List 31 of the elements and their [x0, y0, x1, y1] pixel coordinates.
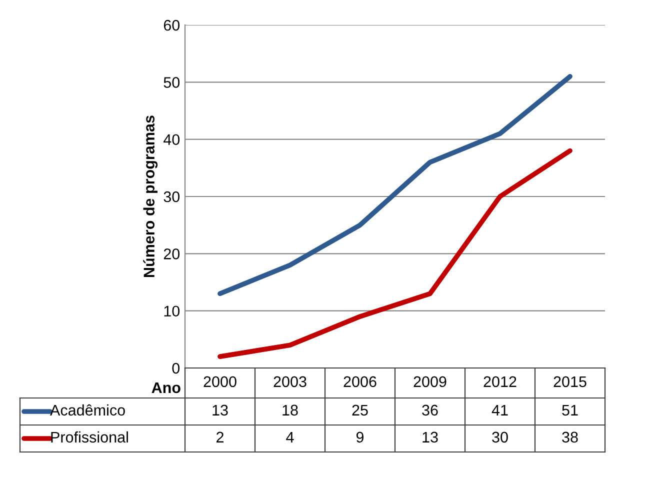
data-label: 51: [562, 404, 578, 416]
data-label: 38: [562, 432, 578, 443]
x-tick-label: 2012: [484, 376, 516, 388]
data-label: 36: [422, 404, 438, 416]
y-tick-label: 50: [164, 77, 180, 88]
y-axis-title: Número de programas: [143, 116, 158, 277]
y-tick-label: 10: [164, 306, 180, 317]
data-label: 30: [492, 432, 508, 443]
legend-label: Profissional: [51, 431, 128, 443]
y-tick-label: 40: [164, 134, 180, 146]
y-tick-label: 60: [164, 20, 180, 31]
x-tick-label: 2003: [274, 376, 306, 388]
x-tick-label: 2015: [554, 376, 586, 388]
data-label: 4: [286, 432, 294, 442]
x-tick-label: 2009: [414, 376, 446, 388]
data-label: 9: [356, 432, 364, 443]
y-tick-label: 0: [172, 362, 180, 374]
data-label: 18: [282, 404, 298, 416]
line-series: [218, 74, 572, 296]
data-label: 41: [492, 404, 508, 416]
x-tick-label: 2000: [204, 376, 236, 388]
legend-label: Acadêmico: [50, 404, 125, 416]
x-tick-label: 2006: [344, 376, 376, 388]
y-tick-label: 20: [164, 248, 180, 260]
x-axis-title: Ano: [152, 382, 180, 394]
data-label: 13: [212, 404, 228, 416]
y-tick-label: 30: [164, 191, 180, 202]
data-label: 13: [422, 432, 438, 443]
data-label: 2: [216, 432, 224, 442]
data-label: 25: [352, 404, 368, 416]
line-series: [218, 148, 572, 359]
